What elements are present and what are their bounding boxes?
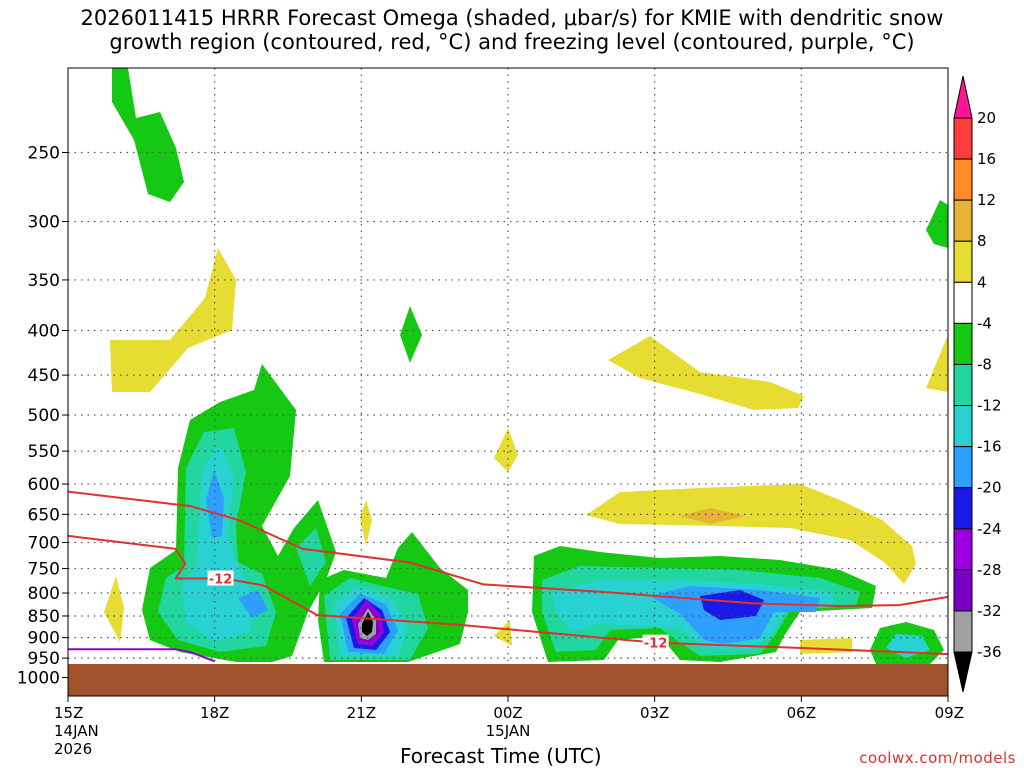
y-tick-label: 250 <box>28 144 60 164</box>
y-tick-label: 350 <box>28 271 60 291</box>
colorbar-level-label: -28 <box>977 561 1002 579</box>
grid-lines <box>68 68 948 696</box>
colorbar-level-label: -32 <box>977 602 1002 620</box>
omega-contour-region <box>110 248 236 392</box>
omega-contour-region <box>494 428 518 472</box>
colorbar-level-label: -8 <box>977 355 992 373</box>
y-tick-label: 850 <box>28 607 60 627</box>
x-tick-label: 09Z <box>935 704 964 722</box>
omega-contour-region <box>700 590 764 620</box>
x-tick-label: 06Z <box>787 704 816 722</box>
colorbar-level-label: 16 <box>977 150 996 168</box>
x-tick-label: 21Z <box>347 704 376 722</box>
colorbar-box <box>953 322 973 365</box>
y-tick-label: 1000 <box>17 669 60 689</box>
omega-contour-region <box>238 590 268 618</box>
colorbar-box <box>953 446 973 489</box>
y-tick-label: 400 <box>28 322 60 342</box>
surface-ground-band <box>68 664 948 696</box>
y-tick-label: 450 <box>28 366 60 386</box>
omega-contour-region <box>680 508 746 524</box>
y-axis: 2503003504004505005506006507007508008509… <box>17 144 68 689</box>
colorbar-level-label: -12 <box>977 397 1002 415</box>
y-tick-label: 950 <box>28 649 60 669</box>
colorbar-box <box>953 528 973 571</box>
colorbar-box <box>953 610 973 653</box>
y-tick-label: 800 <box>28 584 60 604</box>
contour-lines <box>68 490 948 663</box>
colorbar-box <box>953 240 973 283</box>
colorbar-box <box>953 281 973 324</box>
chart-title-line-1: 2026011415 HRRR Forecast Omega (shaded, … <box>80 6 944 30</box>
contour-label-bg <box>207 570 234 586</box>
omega-shading <box>104 68 948 664</box>
dgz-bottom-line <box>68 534 948 656</box>
colorbar-level-label: -20 <box>977 479 1002 497</box>
x-tick-label: 03Z <box>640 704 669 722</box>
colorbar-level-label: 20 <box>977 109 996 127</box>
omega-contour-region <box>494 620 512 646</box>
chart-title-line-2: growth region (contoured, red, °C) and f… <box>109 30 915 54</box>
x-tick-label: 00Z <box>493 704 522 722</box>
source-credit[interactable]: coolwx.com/models <box>859 749 1016 767</box>
omega-contour-region <box>112 68 184 202</box>
x-tick-label: 18Z <box>200 704 229 722</box>
omega-contour-region <box>586 484 916 584</box>
y-tick-label: 500 <box>28 406 60 426</box>
colorbar-box <box>953 569 973 612</box>
y-tick-label: 900 <box>28 629 60 649</box>
y-tick-label: 750 <box>28 560 60 580</box>
surface-terrain <box>68 664 948 696</box>
omega-contour-region <box>360 500 372 546</box>
contour-label: -12 <box>644 637 668 652</box>
dgz-top-line <box>68 490 948 607</box>
colorbar-box <box>953 363 973 407</box>
colorbar-level-label: -4 <box>977 314 992 332</box>
colorbar: 20 16 12 8 4 -4 -8 -12 -16 -20 -24 -28 -32 -36 <box>953 75 1002 693</box>
x-tick-label: 15Z <box>54 704 83 722</box>
x-tick-date-label: 15JAN <box>486 722 531 740</box>
omega-contour-region <box>926 335 948 392</box>
colorbar-level-label: 12 <box>977 191 996 209</box>
x-tick-year-label: 2026 <box>54 740 92 758</box>
omega-contour-region <box>926 200 948 248</box>
contour-labels: -12 -12 <box>207 570 669 652</box>
colorbar-box <box>953 158 973 201</box>
colorbar-box <box>953 199 973 242</box>
y-tick-label: 550 <box>28 442 60 462</box>
y-tick-label: 650 <box>28 505 60 525</box>
omega-contour-region <box>104 576 124 642</box>
omega-contour-region <box>608 336 804 410</box>
freezing-level-line <box>68 648 216 663</box>
colorbar-bottom-triangle <box>953 651 973 693</box>
colorbar-box <box>953 487 973 530</box>
colorbar-level-label: -36 <box>977 643 1002 661</box>
colorbar-level-label: 8 <box>977 232 987 250</box>
colorbar-level-label: -16 <box>977 438 1002 456</box>
omega-contour-region <box>800 638 852 654</box>
omega-contour-region <box>400 306 422 363</box>
y-tick-label: 300 <box>28 213 60 233</box>
colorbar-box <box>953 405 973 448</box>
colorbar-level-label: -24 <box>977 520 1002 538</box>
x-axis-title: Forecast Time (UTC) <box>400 744 602 768</box>
y-tick-label: 700 <box>28 533 60 553</box>
contour-label-bg <box>642 634 669 650</box>
contour-label: -12 <box>209 573 233 588</box>
colorbar-box <box>953 117 973 160</box>
x-tick-date-label: 14JAN <box>54 722 99 740</box>
colorbar-top-triangle <box>953 75 973 119</box>
y-tick-label: 600 <box>28 475 60 495</box>
colorbar-level-label: 4 <box>977 273 987 291</box>
